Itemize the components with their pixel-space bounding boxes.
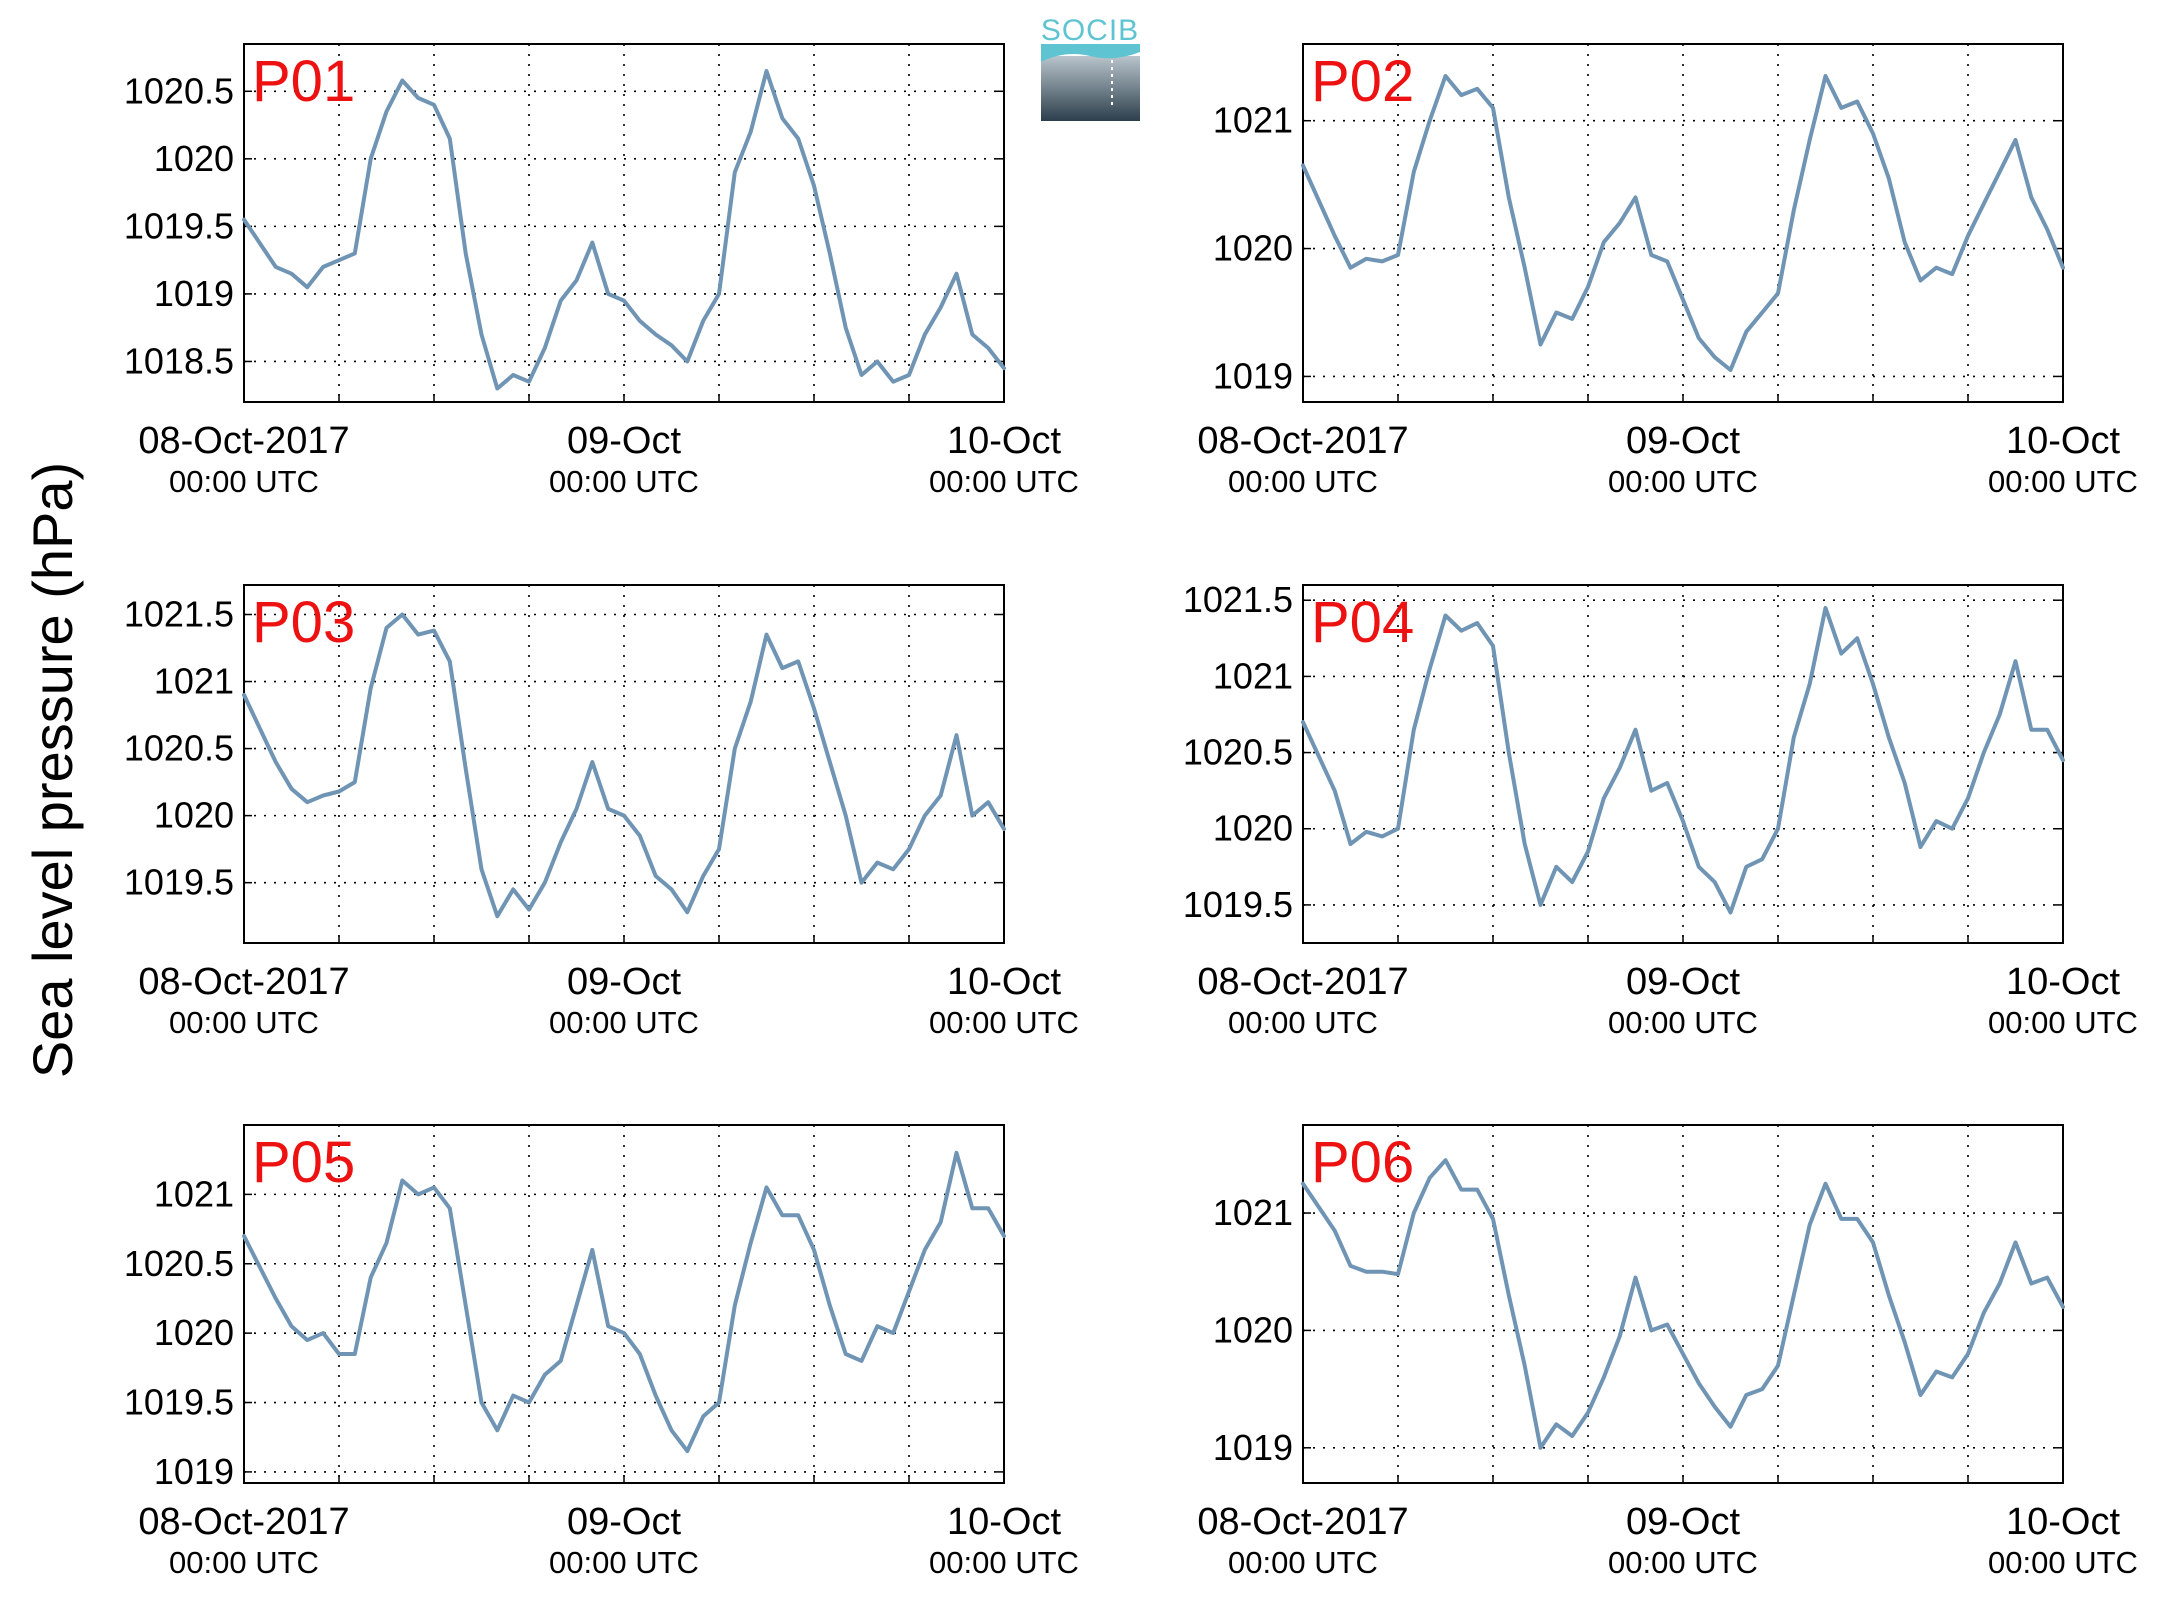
x-tick-sublabel: 00:00 UTC: [1988, 464, 2138, 499]
x-tick-label: 10-Oct: [2006, 961, 2120, 1003]
y-tick-label: 1020.5: [1183, 732, 1293, 773]
plot-frame: [1302, 584, 2064, 944]
y-tick-label: 1021: [154, 661, 234, 702]
x-tick-sublabel: 00:00 UTC: [169, 1005, 319, 1040]
x-tick-sublabel: 00:00 UTC: [1608, 1005, 1758, 1040]
y-tick-label: 1020.5: [124, 1243, 234, 1284]
plot-frame: [243, 1124, 1005, 1484]
y-tick-label: 1020: [154, 795, 234, 836]
y-tick-label: 1019: [1213, 1427, 1293, 1468]
y-tick-label: 1019: [1213, 355, 1293, 396]
panel-label: P02: [1311, 49, 1414, 114]
chart-panel-p04: 1019.510201020.510211021.508-Oct-201700:…: [1183, 579, 2138, 1040]
x-tick-label: 10-Oct: [947, 420, 1061, 462]
x-tick-sublabel: 00:00 UTC: [549, 1005, 699, 1040]
x-tick-sublabel: 00:00 UTC: [929, 464, 1079, 499]
socib-logo: SOCIB: [1041, 14, 1140, 121]
chart-panel-p03: 1019.510201020.510211021.508-Oct-201700:…: [124, 584, 1079, 1040]
x-tick-sublabel: 00:00 UTC: [1988, 1005, 2138, 1040]
y-tick-label: 1021: [1213, 655, 1293, 696]
x-tick-sublabel: 00:00 UTC: [1228, 1005, 1378, 1040]
x-tick-label: 09-Oct: [1626, 961, 1740, 1003]
panel-label: P01: [252, 49, 355, 114]
pressure-series-line: [1301, 1158, 2065, 1450]
x-tick-label: 08-Oct-2017: [138, 1501, 349, 1543]
y-tick-label: 1019: [154, 1451, 234, 1492]
y-tick-label: 1020: [154, 1312, 234, 1353]
y-tick-label: 1020: [1213, 228, 1293, 269]
y-tick-label: 1019.5: [1183, 884, 1293, 925]
x-tick-label: 09-Oct: [567, 1501, 681, 1543]
x-tick-label: 10-Oct: [2006, 1501, 2120, 1543]
y-axis-label: Sea level pressure (hPa): [21, 462, 84, 1078]
x-tick-label: 09-Oct: [567, 961, 681, 1003]
pressure-series-line: [1301, 605, 2065, 915]
pressure-series-line: [242, 69, 1006, 391]
x-tick-sublabel: 00:00 UTC: [549, 464, 699, 499]
x-tick-sublabel: 00:00 UTC: [1228, 1545, 1378, 1580]
pressure-series-line: [242, 1150, 1006, 1454]
y-tick-label: 1021.5: [124, 593, 234, 634]
x-tick-sublabel: 00:00 UTC: [549, 1545, 699, 1580]
x-tick-label: 08-Oct-2017: [1197, 1501, 1408, 1543]
x-tick-label: 09-Oct: [567, 420, 681, 462]
y-tick-label: 1020: [1213, 1309, 1293, 1350]
y-tick-label: 1019.5: [124, 1382, 234, 1423]
y-tick-label: 1021.5: [1183, 579, 1293, 620]
x-tick-sublabel: 00:00 UTC: [929, 1005, 1079, 1040]
x-tick-sublabel: 00:00 UTC: [169, 1545, 319, 1580]
x-tick-sublabel: 00:00 UTC: [1608, 1545, 1758, 1580]
x-tick-sublabel: 00:00 UTC: [1988, 1545, 2138, 1580]
y-tick-label: 1018.5: [124, 340, 234, 381]
y-tick-label: 1019.5: [124, 205, 234, 246]
socib-logo-text: SOCIB: [1041, 14, 1139, 47]
y-tick-label: 1021: [154, 1173, 234, 1214]
plot-frame: [1302, 1124, 2064, 1484]
x-tick-label: 08-Oct-2017: [138, 420, 349, 462]
x-tick-sublabel: 00:00 UTC: [1608, 464, 1758, 499]
x-tick-label: 08-Oct-2017: [138, 961, 349, 1003]
chart-panel-p01: 1018.510191019.510201020.508-Oct-201700:…: [124, 43, 1079, 499]
panel-label: P06: [1311, 1130, 1414, 1195]
panel-label: P04: [1311, 590, 1414, 655]
y-tick-label: 1019.5: [124, 862, 234, 903]
x-tick-label: 08-Oct-2017: [1197, 420, 1408, 462]
x-tick-label: 08-Oct-2017: [1197, 961, 1408, 1003]
y-tick-label: 1020: [1213, 808, 1293, 849]
y-tick-label: 1020.5: [124, 70, 234, 111]
x-tick-sublabel: 00:00 UTC: [1228, 464, 1378, 499]
plot-frame: [243, 43, 1005, 403]
plot-frame: [1302, 43, 2064, 403]
y-tick-label: 1019: [154, 273, 234, 314]
x-tick-label: 09-Oct: [1626, 420, 1740, 462]
panel-label: P03: [252, 590, 355, 655]
x-tick-sublabel: 00:00 UTC: [169, 464, 319, 499]
y-tick-label: 1020: [154, 138, 234, 179]
x-tick-label: 09-Oct: [1626, 1501, 1740, 1543]
y-tick-label: 1021: [1213, 1192, 1293, 1233]
x-tick-label: 10-Oct: [947, 1501, 1061, 1543]
panel-label: P05: [252, 1130, 355, 1195]
x-tick-label: 10-Oct: [2006, 420, 2120, 462]
pressure-series-line: [242, 612, 1006, 919]
pressure-series-line: [1301, 74, 2065, 372]
x-tick-sublabel: 00:00 UTC: [929, 1545, 1079, 1580]
y-tick-label: 1020.5: [124, 728, 234, 769]
x-tick-label: 10-Oct: [947, 961, 1061, 1003]
chart-panel-p05: 10191019.510201020.5102108-Oct-201700:00…: [124, 1124, 1079, 1580]
y-tick-label: 1021: [1213, 100, 1293, 141]
